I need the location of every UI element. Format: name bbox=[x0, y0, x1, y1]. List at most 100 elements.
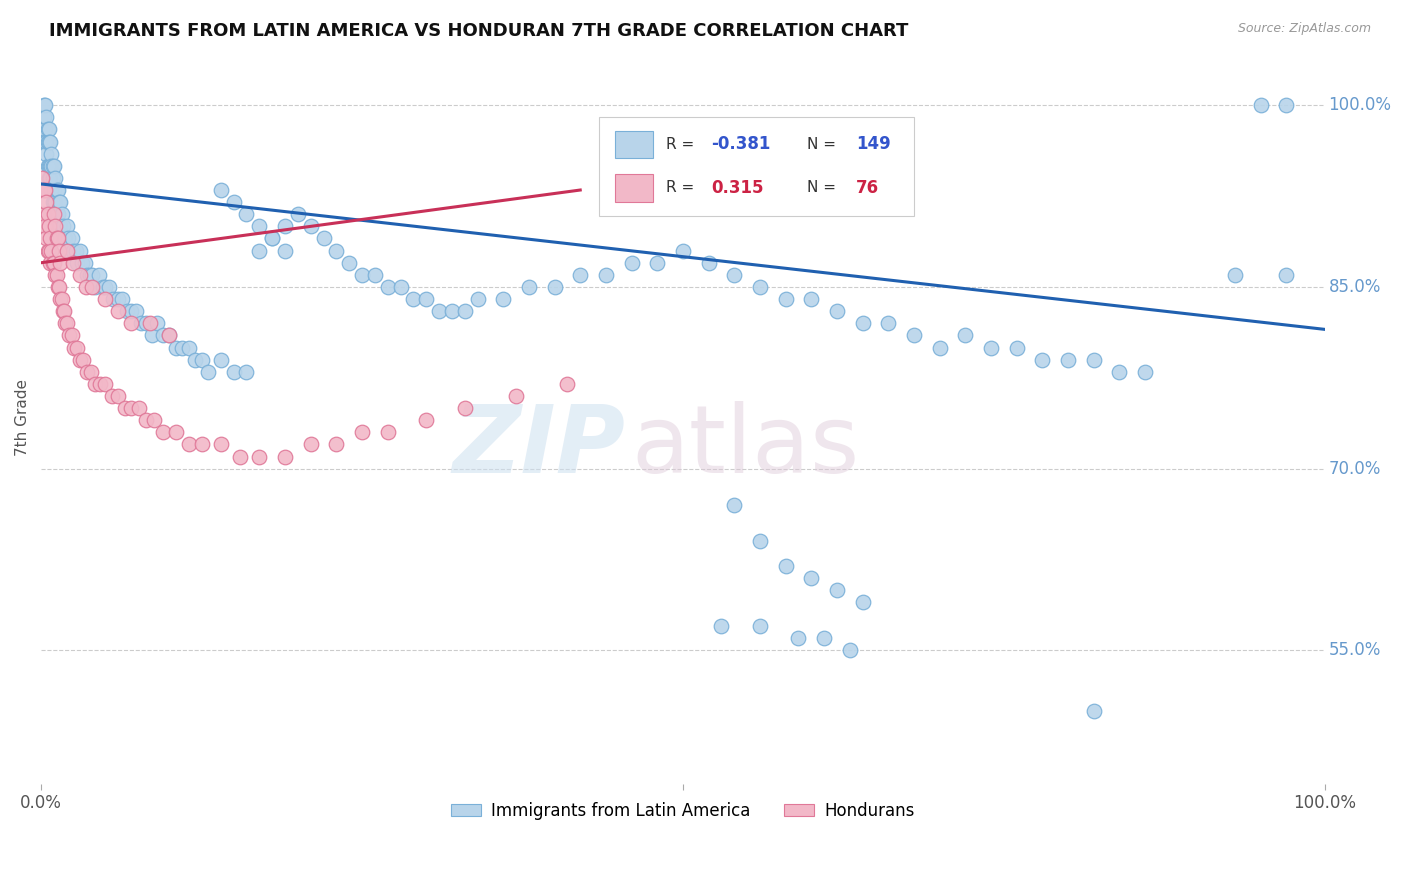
Point bbox=[128, 401, 150, 416]
Point bbox=[557, 376, 579, 391]
Point bbox=[955, 328, 977, 343]
Point bbox=[66, 256, 89, 270]
Point bbox=[46, 280, 69, 294]
Point bbox=[41, 256, 63, 270]
Point bbox=[39, 159, 62, 173]
Point bbox=[52, 219, 75, 234]
Point bbox=[41, 159, 63, 173]
Point bbox=[1031, 352, 1053, 367]
Point bbox=[38, 135, 60, 149]
Point bbox=[672, 244, 695, 258]
Point bbox=[38, 244, 60, 258]
Point bbox=[1108, 365, 1130, 379]
Point bbox=[49, 256, 72, 270]
Point bbox=[84, 280, 107, 294]
Text: atlas: atlas bbox=[631, 401, 860, 492]
Point bbox=[299, 437, 322, 451]
Point bbox=[66, 341, 89, 355]
Point bbox=[247, 244, 270, 258]
Bar bbox=[614, 130, 654, 158]
Point bbox=[139, 316, 162, 330]
Point bbox=[222, 195, 245, 210]
Point bbox=[120, 304, 142, 318]
Point bbox=[143, 413, 166, 427]
Point bbox=[775, 292, 797, 306]
Point bbox=[135, 316, 157, 330]
Point bbox=[44, 268, 66, 282]
Point bbox=[34, 219, 56, 234]
Point bbox=[94, 280, 117, 294]
Point bbox=[165, 341, 187, 355]
Point bbox=[41, 195, 63, 210]
Point bbox=[852, 316, 875, 330]
Point bbox=[454, 304, 477, 318]
Point bbox=[69, 244, 91, 258]
Point bbox=[1057, 352, 1080, 367]
Point bbox=[63, 341, 86, 355]
Point bbox=[48, 280, 70, 294]
Point bbox=[440, 304, 463, 318]
Point bbox=[38, 219, 60, 234]
Point bbox=[838, 643, 860, 657]
Bar bbox=[614, 174, 654, 202]
Point bbox=[877, 316, 900, 330]
Point bbox=[415, 292, 437, 306]
Point bbox=[58, 244, 80, 258]
Point bbox=[377, 425, 399, 440]
Point bbox=[787, 632, 810, 646]
Point bbox=[76, 268, 98, 282]
Point bbox=[274, 244, 297, 258]
Point bbox=[41, 183, 63, 197]
Point bbox=[84, 376, 107, 391]
Text: R =: R = bbox=[666, 180, 699, 195]
Point bbox=[55, 244, 77, 258]
Point bbox=[595, 268, 617, 282]
Text: N =: N = bbox=[807, 180, 841, 195]
Point bbox=[800, 292, 823, 306]
Point bbox=[32, 183, 55, 197]
Point bbox=[125, 304, 148, 318]
Point bbox=[80, 365, 103, 379]
Point bbox=[402, 292, 425, 306]
Point bbox=[48, 219, 70, 234]
Point bbox=[222, 365, 245, 379]
Point bbox=[184, 352, 207, 367]
Point bbox=[325, 437, 347, 451]
Text: 85.0%: 85.0% bbox=[1329, 278, 1381, 296]
Point bbox=[100, 389, 122, 403]
Point bbox=[41, 244, 63, 258]
Point bbox=[46, 183, 69, 197]
Point bbox=[262, 231, 284, 245]
Point bbox=[89, 376, 111, 391]
Point bbox=[337, 256, 360, 270]
Point bbox=[197, 365, 219, 379]
Legend: Immigrants from Latin America, Hondurans: Immigrants from Latin America, Hondurans bbox=[444, 796, 921, 827]
Point bbox=[65, 244, 87, 258]
Point bbox=[56, 231, 79, 245]
Point bbox=[55, 316, 77, 330]
Point bbox=[58, 328, 80, 343]
Point bbox=[60, 328, 83, 343]
Point bbox=[42, 256, 65, 270]
Point bbox=[517, 280, 540, 294]
Point bbox=[350, 425, 373, 440]
Point bbox=[697, 256, 720, 270]
Point bbox=[274, 450, 297, 464]
Point bbox=[44, 195, 66, 210]
Point bbox=[32, 207, 55, 221]
Point bbox=[190, 352, 212, 367]
Point bbox=[44, 219, 66, 234]
Point bbox=[825, 582, 848, 597]
Point bbox=[172, 341, 194, 355]
Point bbox=[115, 304, 138, 318]
Point bbox=[44, 170, 66, 185]
Point bbox=[748, 534, 770, 549]
Point bbox=[39, 170, 62, 185]
Point bbox=[69, 268, 91, 282]
Point bbox=[42, 159, 65, 173]
Point bbox=[51, 292, 73, 306]
Point bbox=[53, 304, 76, 318]
Point bbox=[37, 159, 59, 173]
Point bbox=[350, 268, 373, 282]
Point bbox=[39, 256, 62, 270]
